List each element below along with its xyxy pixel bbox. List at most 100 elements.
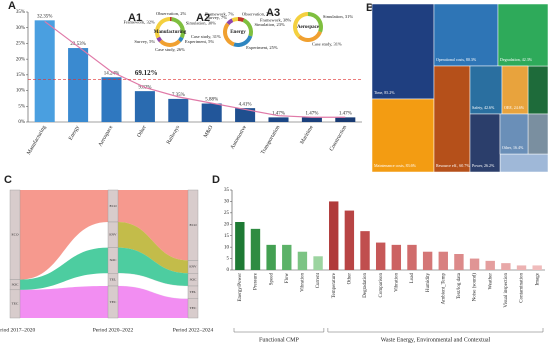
x-tick-label: Other xyxy=(348,273,353,285)
cell-label: Power, 26.2% xyxy=(472,163,495,169)
bar xyxy=(344,210,355,270)
bar xyxy=(454,254,464,270)
bar xyxy=(469,258,480,270)
value-label: 23.53% xyxy=(70,42,85,47)
bar xyxy=(168,98,189,122)
bar xyxy=(516,265,527,270)
x-tick-label: Weather xyxy=(488,273,493,290)
flow xyxy=(20,247,108,290)
node-label: ENV xyxy=(189,265,197,269)
bar xyxy=(391,244,402,270)
y-tick-label: 20% xyxy=(16,57,25,62)
bar xyxy=(201,103,222,122)
treemap-cell xyxy=(469,65,503,115)
panel-label: B xyxy=(366,2,374,14)
slice-label: Survey, 5% xyxy=(134,39,155,45)
flow xyxy=(118,222,188,274)
node-label: TEC xyxy=(110,300,117,304)
x-tick-label: Vibration xyxy=(394,273,399,292)
x-tick-label: Visual inspection xyxy=(504,273,509,308)
flow xyxy=(20,190,108,280)
x-tick-label: Load xyxy=(410,273,415,284)
group-bracket xyxy=(233,328,325,333)
slice-label: Observation, 2% xyxy=(156,11,186,17)
y-tick-label: 10 xyxy=(224,245,230,250)
bar xyxy=(407,244,417,270)
treemap-rest xyxy=(527,65,549,115)
x-tick-label: Noise (sound) xyxy=(473,273,478,302)
donut-slice xyxy=(231,17,238,23)
node-label: TEC xyxy=(12,302,19,306)
value-label: 7.35% xyxy=(172,93,185,98)
panel-label: A3 xyxy=(266,7,280,19)
node-label: SOC xyxy=(110,258,117,262)
donut-slice xyxy=(171,17,185,39)
slice-label: Framework, 38% xyxy=(260,17,291,23)
y-tick-label: 15 xyxy=(224,234,230,239)
treemap-cell xyxy=(371,98,435,173)
slice-label: Case study, 31% xyxy=(312,42,342,48)
bar xyxy=(282,244,292,270)
value-label: 1.47% xyxy=(339,112,352,117)
y-tick-label: 5% xyxy=(18,104,25,109)
value-label: 14.24% xyxy=(104,71,119,76)
bar xyxy=(313,256,323,270)
x-tick-label: Speed xyxy=(269,273,274,286)
slice-label: Experiment, 5% xyxy=(185,39,214,45)
bar xyxy=(297,251,308,270)
treemap-cell xyxy=(501,65,529,115)
x-tick-label: Degradation xyxy=(363,273,368,298)
slice-label: Case study, 26% xyxy=(155,47,185,53)
slice-label: Framework, 32% xyxy=(124,19,155,25)
x-tick-label: Contamination xyxy=(520,273,525,303)
cell-label: Degradation, 42.3% xyxy=(500,57,533,63)
x-tick-label: M&O xyxy=(203,125,215,139)
node xyxy=(107,285,119,319)
node xyxy=(9,289,21,319)
y-tick-label: 20 xyxy=(224,222,230,227)
node-label: TEL xyxy=(190,290,196,294)
x-tick-label: Transportation xyxy=(260,124,281,155)
cell-label: OEE, 24.6% xyxy=(504,105,525,111)
y-tick-label: 5 xyxy=(227,257,230,262)
y-tick-label: 25 xyxy=(224,211,230,216)
y-tick-label: 35 xyxy=(224,188,230,193)
panel-label: D xyxy=(212,174,220,186)
slice-label: Simulation, 23% xyxy=(255,22,286,28)
x-tick-label: Humidity xyxy=(426,273,431,293)
bar xyxy=(375,242,386,270)
x-tick-label: Maritime xyxy=(299,124,315,145)
x-tick-label: Energy/Power xyxy=(238,273,243,302)
cell-label: Operational costs, 80.3% xyxy=(436,57,477,63)
donut-slice xyxy=(170,17,172,22)
trend-line xyxy=(44,20,346,118)
donut-slice xyxy=(242,18,253,37)
group-label: Functional CMP xyxy=(259,337,300,343)
donut-title: Manufacturing xyxy=(154,30,187,35)
treemap-cell xyxy=(497,3,549,67)
x-tick-label: Aerospace xyxy=(98,124,115,148)
slice-label: Framework, 7% xyxy=(205,11,234,17)
cell-label: Safety, 42.6% xyxy=(472,105,495,111)
bar xyxy=(329,201,339,270)
treemap-cell xyxy=(371,3,435,100)
x-tick-label: Other xyxy=(136,124,148,138)
period-label: Period 2017–2020 xyxy=(0,327,35,333)
group-bracket xyxy=(327,328,544,333)
donut-slice xyxy=(178,36,184,43)
y-tick-label: 10% xyxy=(16,89,25,94)
x-tick-label: Temperature xyxy=(332,272,337,298)
bar xyxy=(101,77,122,122)
value-label: 5.88% xyxy=(205,98,218,103)
bar xyxy=(250,228,261,270)
x-tick-label: Energy xyxy=(68,124,81,141)
reference-label: 69.12% xyxy=(135,69,158,77)
value-label: 1.47% xyxy=(305,112,318,117)
bar xyxy=(438,251,448,270)
period-label: Period 2020–2022 xyxy=(93,327,134,333)
cell-label: Resource eff., 60.7% xyxy=(436,163,470,169)
donut-slice xyxy=(238,17,245,23)
y-tick-label: 30 xyxy=(224,200,230,205)
node-label: ECO xyxy=(190,223,197,227)
